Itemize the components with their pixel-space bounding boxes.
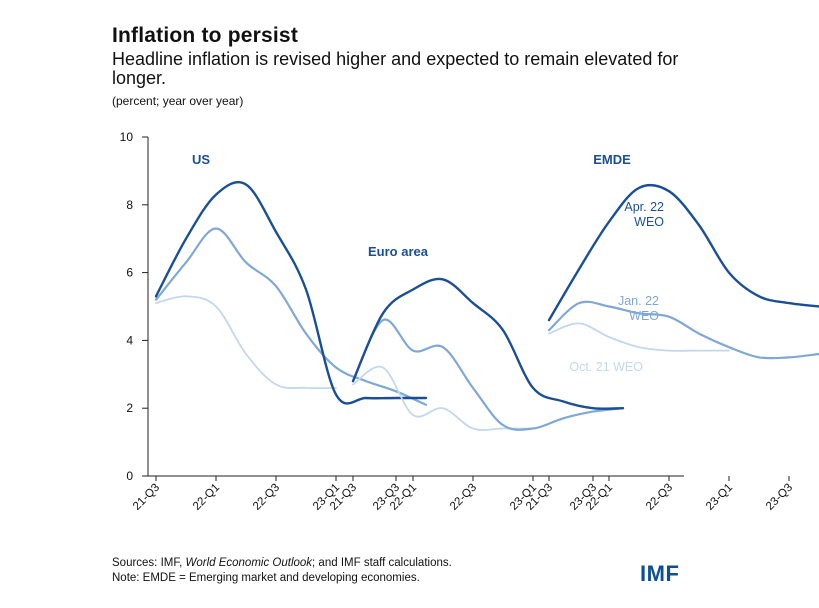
series-line-apr22 [351,277,625,410]
y-tick-label: 8 [126,198,133,212]
panel-label: EMDE [593,152,631,167]
legend-label-apr22: Apr. 22 [624,200,664,214]
x-tick-label: 22-Q3 [251,482,282,513]
x-tick-label: 21-Q3 [131,482,162,513]
legend-label-jan22: WEO [629,309,659,323]
y-tick-label: 0 [126,469,133,483]
footnote: Note: EMDE = Emerging market and develop… [112,572,420,584]
y-tick-label: 6 [126,266,133,280]
legend-label-oct21: Oct. 21 WEO [569,360,643,374]
chart-subtitle: Headline inflation is revised higher and… [112,49,679,88]
series-line-apr22 [547,183,819,322]
unit-label: (percent; year over year) [112,94,244,108]
legend-label-jan22: Jan. 22 [618,294,659,308]
series-line-jan22 [154,227,428,406]
legend-label-apr22: WEO [634,215,664,229]
chart-title: Inflation to persist [112,24,299,47]
series-line-apr22 [154,180,428,405]
x-tick-label: 22-Q1 [191,482,222,513]
x-tick-label: 23-Q1 [704,482,735,513]
series-line-jan22 [351,318,625,431]
y-tick-label: 4 [126,333,133,347]
y-tick-label: 2 [126,401,133,415]
imf-logo: IMF [640,561,680,586]
x-tick-label: 22-Q3 [644,482,675,513]
sources-note: Sources: IMF, World Economic Outlook; an… [112,557,452,569]
panel-label: Euro area [368,244,429,259]
series-line-oct21 [352,365,534,431]
x-tick-label: 23-Q3 [764,482,795,513]
y-tick-label: 10 [120,130,134,144]
series-line-oct21 [155,295,337,390]
series-line-oct21 [548,322,730,352]
series-line-jan22 [547,300,819,360]
panel-label: US [192,152,210,167]
x-tick-label: 22-Q3 [448,482,479,513]
